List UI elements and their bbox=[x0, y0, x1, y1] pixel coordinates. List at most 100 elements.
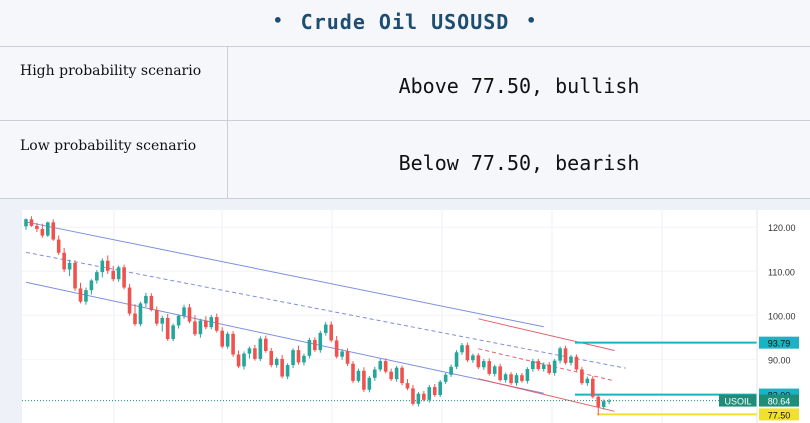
scenario-value: Above 77.50, bullish bbox=[398, 74, 640, 98]
candle-body bbox=[144, 295, 148, 304]
candle-body bbox=[416, 393, 421, 404]
channel-line bbox=[478, 318, 615, 352]
candle-body bbox=[356, 370, 361, 381]
symbol-label: USOIL bbox=[724, 397, 751, 407]
candle-body bbox=[46, 222, 50, 236]
candle-body bbox=[111, 270, 115, 280]
candle-body bbox=[378, 361, 383, 370]
candle-body bbox=[460, 345, 464, 353]
candle-body bbox=[351, 363, 355, 381]
candle-body bbox=[51, 222, 56, 240]
candle-body bbox=[541, 364, 546, 370]
channel-line bbox=[25, 281, 544, 394]
scenario-label: High probability scenario bbox=[20, 63, 202, 79]
candle-body bbox=[389, 371, 393, 380]
candle-body bbox=[313, 339, 317, 351]
channel-line bbox=[25, 221, 544, 328]
candle-body bbox=[547, 364, 551, 373]
divider bbox=[0, 120, 810, 121]
candle-body bbox=[400, 367, 404, 384]
candle-body bbox=[209, 317, 214, 328]
candle-body bbox=[362, 370, 366, 390]
candle-body bbox=[323, 324, 328, 333]
candle-body bbox=[531, 361, 535, 370]
price-label: 80.64 bbox=[768, 397, 791, 407]
candle-body bbox=[133, 313, 137, 325]
candle-body bbox=[95, 272, 99, 281]
candle-body bbox=[569, 356, 573, 363]
candle-body bbox=[601, 401, 606, 407]
candle-body bbox=[40, 228, 45, 236]
candle-body bbox=[35, 225, 39, 229]
candle-body bbox=[585, 378, 590, 384]
candle-body bbox=[383, 361, 388, 372]
candle-body bbox=[220, 330, 224, 347]
candle-body bbox=[214, 317, 219, 331]
candle-body bbox=[552, 360, 557, 373]
candle-body bbox=[236, 354, 241, 367]
candle-body bbox=[432, 387, 437, 396]
candle-body bbox=[269, 350, 274, 366]
candle-body bbox=[149, 295, 154, 311]
chart-canvas[interactable]: 120.00110.00100.0090.0093.7982.0077.5080… bbox=[22, 210, 810, 423]
candle-body bbox=[329, 324, 333, 341]
channel-line bbox=[25, 251, 626, 369]
candle-body bbox=[165, 317, 170, 340]
level-label: 93.79 bbox=[768, 339, 791, 349]
candle-body bbox=[367, 377, 372, 390]
candle-body bbox=[443, 374, 448, 382]
candle-body bbox=[258, 338, 263, 359]
price-chart[interactable]: 120.00110.00100.0090.0093.7982.0077.5080… bbox=[22, 210, 810, 423]
candle-body bbox=[525, 369, 530, 381]
candle-body bbox=[471, 355, 475, 361]
candle-body bbox=[454, 352, 459, 367]
divider bbox=[0, 198, 810, 199]
candle-body bbox=[264, 338, 268, 351]
level-label-box bbox=[759, 408, 799, 421]
candle-body bbox=[487, 361, 492, 374]
channel-line bbox=[478, 348, 615, 382]
candle-body bbox=[465, 345, 470, 361]
candle-body bbox=[334, 340, 339, 357]
candle-body bbox=[492, 366, 497, 374]
candle-body bbox=[394, 367, 399, 380]
candle-body bbox=[122, 267, 126, 288]
candle-body bbox=[307, 339, 312, 356]
scenario-value: Below 77.50, bearish bbox=[398, 151, 640, 175]
level-label: 77.50 bbox=[768, 410, 791, 420]
y-tick-label: 90.00 bbox=[768, 355, 791, 365]
candle-body bbox=[89, 280, 94, 291]
candle-body bbox=[574, 356, 579, 370]
candle-body bbox=[182, 307, 186, 316]
title-text: Crude Oil USOUSD bbox=[300, 10, 510, 34]
candle-body bbox=[155, 310, 159, 324]
channel-line bbox=[478, 378, 615, 412]
candle-body bbox=[558, 348, 562, 361]
candle-body bbox=[503, 374, 508, 381]
scenario-label: Low probability scenario bbox=[20, 138, 197, 154]
candle-body bbox=[302, 355, 306, 363]
candle-body bbox=[62, 252, 66, 270]
candle-body bbox=[231, 333, 235, 355]
candle-body bbox=[100, 260, 105, 273]
candle-body bbox=[247, 348, 252, 354]
scenario-row-high: High probability scenario Above 77.50, b… bbox=[0, 47, 810, 120]
candle-body bbox=[253, 348, 257, 359]
candle-body bbox=[405, 383, 410, 389]
title-bullet-left: • bbox=[272, 11, 284, 30]
candle-body bbox=[591, 378, 595, 397]
candle-body bbox=[476, 355, 481, 368]
candle-body bbox=[411, 388, 415, 404]
candle-body bbox=[84, 290, 88, 302]
title-bar: • Crude Oil USOUSD • bbox=[0, 0, 810, 46]
y-tick-label: 100.00 bbox=[768, 311, 796, 321]
candle-body bbox=[274, 358, 279, 366]
candle-body bbox=[596, 396, 601, 407]
candle-body bbox=[345, 351, 350, 364]
candle-body bbox=[280, 358, 284, 377]
candle-body bbox=[514, 375, 519, 384]
candle-body bbox=[187, 307, 192, 322]
candle-body bbox=[171, 325, 175, 340]
candle-body bbox=[116, 267, 121, 280]
candle-body bbox=[318, 332, 323, 351]
